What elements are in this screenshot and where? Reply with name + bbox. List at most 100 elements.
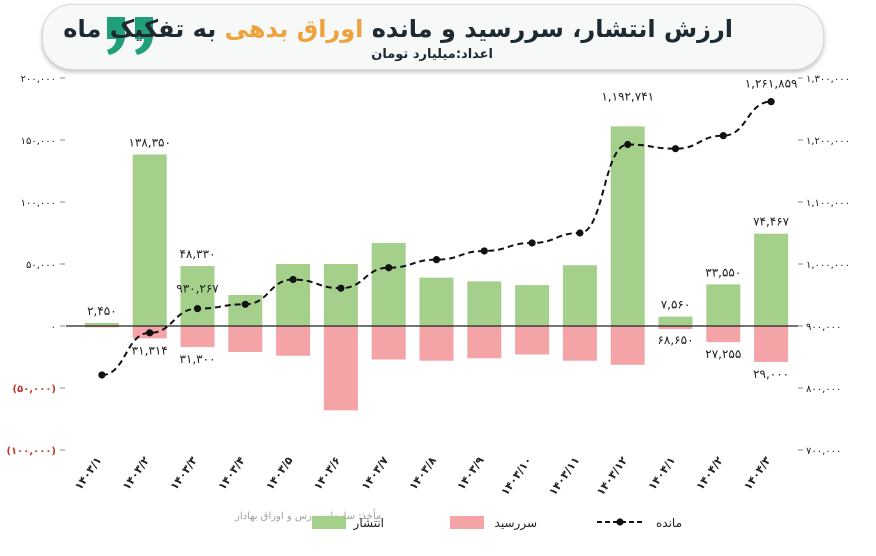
- maturity-bar: [610, 326, 645, 365]
- x-axis-label: ۱۴۰۳/۴: [216, 454, 248, 492]
- x-axis-label: ۱۴۰۳/۱۰: [498, 454, 534, 498]
- data-label: ۲,۴۵۰: [87, 304, 117, 318]
- x-axis-label: ۱۴۰۳/۹: [455, 454, 487, 492]
- title-suffix: به تفکیک ماه: [63, 15, 217, 43]
- legend-swatch-issuance: [312, 516, 346, 529]
- issuance-bar: [276, 264, 311, 326]
- chart-subtitle: اعداد:میلیارد تومان: [371, 47, 493, 62]
- balance-point: [98, 371, 106, 379]
- maturity-bar: [84, 326, 119, 328]
- balance-point: [480, 247, 488, 255]
- maturity-bar: [515, 326, 550, 355]
- balance-point: [146, 329, 154, 337]
- left-axis-tick-label: (۱۰۰,۰۰۰): [6, 446, 56, 457]
- data-label: ۱۳۸,۳۵۰: [128, 135, 171, 149]
- balance-point: [576, 229, 584, 237]
- maturity-bar: [323, 326, 358, 411]
- right-axis-tick-label: ۷۰۰,۰۰۰: [806, 446, 841, 457]
- maturity-bar: [228, 326, 263, 353]
- balance-point: [289, 275, 297, 284]
- balance-point: [193, 305, 202, 313]
- left-axis-tick-label: ۰: [51, 322, 56, 333]
- left-axis-tick-label: ۲۰۰,۰۰۰: [21, 74, 56, 85]
- x-axis-label: ۱۴۰۳/۱۲: [594, 454, 630, 498]
- title-prefix: ارزش انتشار، سررسید و مانده: [371, 15, 733, 43]
- maturity-bar: [371, 326, 406, 360]
- quote-icon: [107, 17, 153, 55]
- data-label: ۴۸,۳۳۰: [179, 247, 215, 261]
- maturity-bar: [276, 326, 311, 356]
- x-axis-label: ۱۴۰۴/۱: [646, 454, 678, 492]
- data-label: ۱,۲۶۱,۸۵۹: [745, 77, 798, 91]
- data-label: ۹۳۰,۲۶۷: [176, 282, 219, 296]
- balance-point: [671, 145, 680, 153]
- data-label: ۲۷,۲۵۵: [705, 347, 741, 361]
- right-axis-tick-label: ۱,۰۰۰,۰۰۰: [806, 260, 850, 271]
- left-axis-tick-label: ۵۰,۰۰۰: [26, 260, 56, 271]
- x-axis-label: ۱۴۰۳/۲: [120, 454, 152, 492]
- x-axis-label: ۱۴۰۳/۶: [311, 454, 343, 492]
- maturity-bar: [419, 326, 454, 361]
- balance-point: [719, 132, 727, 140]
- data-label: ۳۱,۳۰۰: [179, 352, 215, 366]
- x-axis-label: ۱۴۰۳/۱۱: [546, 454, 582, 498]
- issuance-bar: [467, 281, 502, 326]
- data-label: ۷۴,۴۶۷: [753, 215, 790, 229]
- left-axis-tick-label: ۱۵۰,۰۰۰: [21, 136, 56, 147]
- issuance-bar: [228, 295, 263, 326]
- issuance-bar: [84, 322, 119, 326]
- balance-point: [241, 300, 249, 308]
- issuance-bar: [706, 284, 741, 326]
- maturity-bar: [180, 326, 215, 348]
- issuance-bar: [180, 266, 215, 326]
- issuance-bar: [515, 285, 550, 326]
- issuance-bar: [754, 233, 789, 326]
- legend-marker-balance: [616, 518, 624, 526]
- left-axis-tick-label: ۱۰۰,۰۰۰: [21, 198, 56, 209]
- issuance-bar: [658, 316, 693, 326]
- issuance-bar: [323, 264, 358, 326]
- x-axis-label: ۱۴۰۳/۳: [168, 454, 200, 492]
- balance-point: [337, 284, 345, 292]
- x-axis-label: ۱۴۰۴/۲: [694, 454, 726, 492]
- maturity-bar: [754, 326, 789, 362]
- legend-swatch-maturity: [450, 516, 484, 529]
- right-axis-tick-label: ۱,۱۰۰,۰۰۰: [806, 198, 850, 209]
- x-axis-label: ۱۴۰۳/۵: [263, 454, 295, 492]
- legend-label-maturity: سررسید: [495, 516, 537, 531]
- right-axis-tick-label: ۱,۲۰۰,۰۰۰: [806, 136, 850, 147]
- issuance-bar: [132, 154, 167, 326]
- maturity-bar: [467, 326, 502, 359]
- maturity-bar: [706, 326, 741, 343]
- x-axis-label: ۱۴۰۳/۸: [407, 454, 439, 492]
- data-label: ۳۱,۳۱۴: [132, 343, 168, 357]
- legend-label-issuance: انتشار: [353, 516, 384, 531]
- issuance-bar: [371, 242, 406, 326]
- data-label: ۷,۵۶۰: [661, 298, 691, 312]
- x-axis-label: ۱۴۰۳/۷: [359, 454, 391, 492]
- right-axis-tick-label: ۹۰۰,۰۰۰: [806, 322, 841, 333]
- maturity-bar: [562, 326, 597, 361]
- x-axis-label: ۱۴۰۳/۱: [72, 454, 104, 492]
- data-label: ۱,۱۹۲,۷۴۱: [601, 89, 654, 103]
- issuance-bar: [419, 277, 454, 326]
- balance-point: [432, 256, 441, 264]
- issuance-bar: [562, 265, 597, 326]
- right-axis-tick-label: ۱,۳۰۰,۰۰۰: [806, 74, 850, 85]
- title-highlight: اوراق بدهی: [224, 15, 364, 43]
- chart-title: ارزش انتشار، سررسید و مانده اوراق بدهی ب…: [63, 15, 733, 43]
- balance-point: [385, 264, 393, 272]
- balance-point: [528, 239, 536, 247]
- data-label: ۳۳,۵۵۰: [705, 265, 741, 279]
- balance-line: [101, 100, 772, 376]
- right-axis-tick-label: ۸۰۰,۰۰۰: [806, 384, 841, 395]
- maturity-bar: [658, 326, 693, 330]
- balance-point: [624, 140, 632, 149]
- legend-label-balance: مانده: [656, 516, 682, 530]
- data-label: ۶۸,۶۵۰: [657, 333, 693, 347]
- issuance-bar: [610, 126, 645, 326]
- left-axis-tick-label: (۵۰,۰۰۰): [13, 384, 56, 395]
- title-banner: ارزش انتشار، سررسید و مانده اوراق بدهی ب…: [42, 4, 824, 70]
